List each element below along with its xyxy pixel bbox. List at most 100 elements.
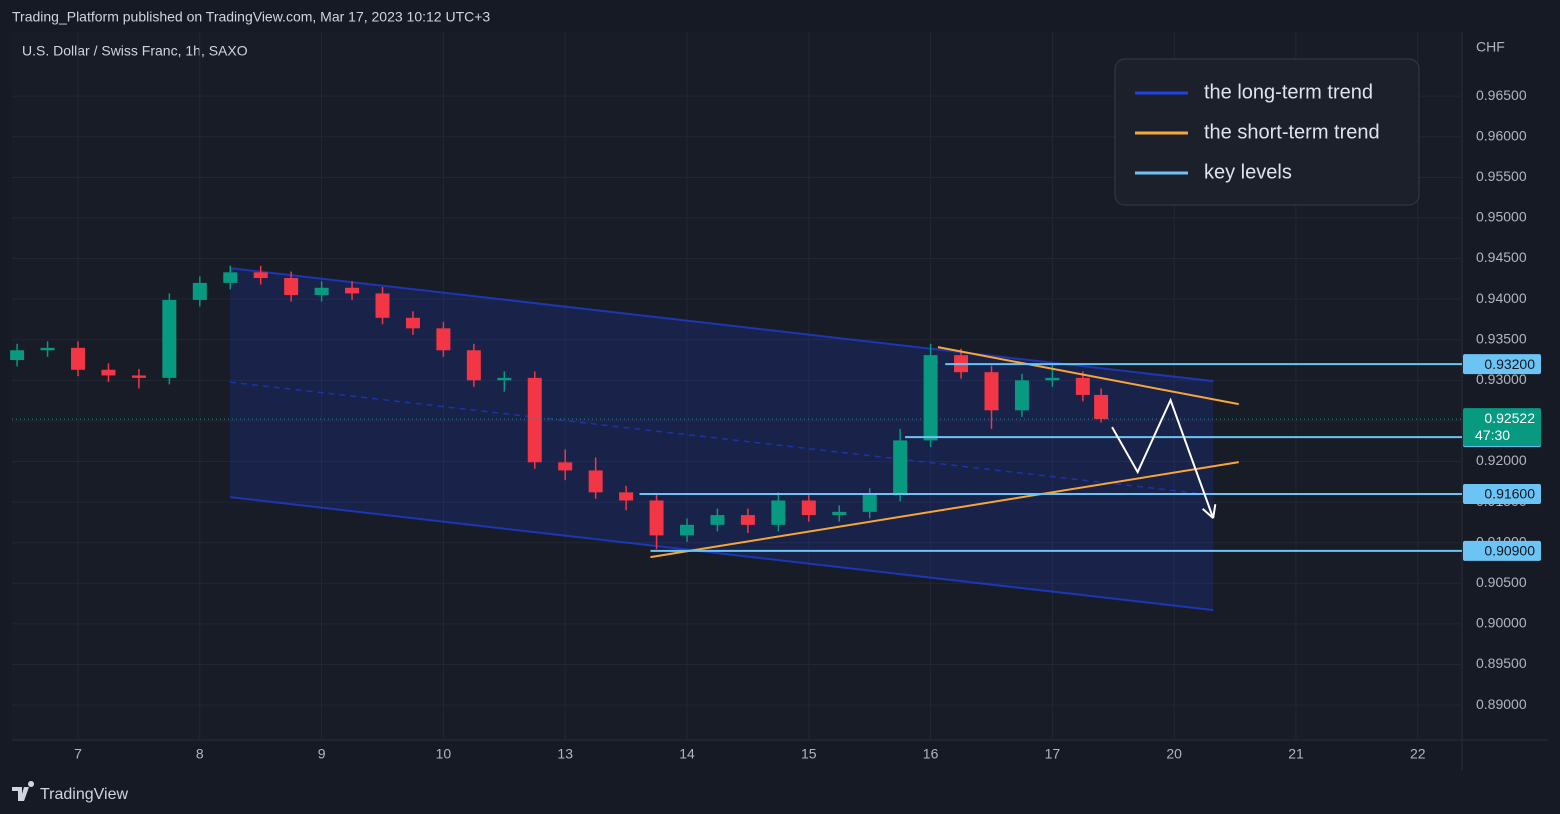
candle [1014,373,1029,417]
candle [1075,371,1090,402]
candle-body [862,494,877,512]
candle [314,281,329,302]
y-tick-label: 0.90000 [1476,615,1527,631]
y-tick-label: 0.94500 [1476,249,1527,265]
candle [40,341,55,357]
x-tick-label: 13 [557,746,573,762]
y-tick-label: 0.95500 [1476,168,1527,184]
publish-note: Trading_Platform published on TradingVie… [12,9,490,25]
key-level-label-box [1463,354,1541,375]
candle-body [253,272,268,279]
candle-body [10,350,25,361]
candle-body [466,350,481,381]
candle [1094,388,1109,423]
candle [893,429,908,502]
y-tick-label: 0.96500 [1476,87,1527,103]
y-tick-label: 0.94000 [1476,290,1527,306]
y-tick-label: 0.89500 [1476,655,1527,671]
candle [649,493,664,550]
candle-body [680,524,695,536]
y-tick-label: 0.92000 [1476,452,1527,468]
candle-body [558,462,573,471]
symbol-title: U.S. Dollar / Swiss Franc, 1h, SAXO [22,43,248,59]
channel-upper [229,267,1214,383]
legend-label: key levels [1204,161,1292,183]
candle-body [40,347,55,351]
candle-body [223,272,238,283]
candle-body [1045,377,1060,381]
axis-unit: CHF [1476,39,1505,55]
legend-box [1114,58,1420,206]
x-tick-label: 14 [679,746,695,762]
candle [10,343,25,367]
candle-body [497,377,512,381]
candle [345,281,360,300]
candle-body [984,372,999,411]
key-level-label: 0.91600 [1484,486,1535,502]
candle [710,508,725,532]
candle [923,343,938,447]
candle [162,293,177,385]
candle [680,518,695,542]
candle-body [101,369,116,376]
short-trend-upper [937,346,1239,406]
candle [740,508,755,533]
arrow-head [1212,504,1217,519]
candle-body [619,492,634,501]
candle-body [405,317,420,329]
candle-body [436,328,451,351]
candle-body [1094,394,1109,420]
last-price-label: 0.92522 [1484,410,1535,426]
candle-body [588,470,603,493]
candle [466,343,481,387]
x-tick-label: 8 [196,746,204,762]
candle [131,368,146,389]
candle-body [649,500,664,536]
x-tick-label: 21 [1288,746,1304,762]
candle-body [71,347,86,370]
x-tick-label: 7 [74,746,82,762]
candle [101,363,116,382]
brand-name: TradingView [40,786,128,803]
candle-body [131,375,146,378]
candle [436,321,451,357]
y-tick-label: 0.89000 [1476,696,1527,712]
x-tick-label: 16 [923,746,939,762]
candle [253,265,268,285]
x-tick-label: 10 [436,746,452,762]
candle-body [192,282,207,300]
candle-body [771,500,786,525]
candle-body [740,515,755,525]
brand: TradingView [12,781,128,803]
short-trend-lower [650,461,1239,559]
y-tick-label: 0.90500 [1476,574,1527,590]
countdown-label: 47:30 [1475,427,1510,443]
candle [832,505,847,522]
brand-logo [12,781,35,801]
channel-lower [229,496,1214,612]
key-level-label: 0.93200 [1484,356,1535,372]
y-tick-label: 0.96000 [1476,127,1527,143]
key-level-label: 0.90900 [1484,543,1535,559]
candle [375,286,390,325]
x-tick-label: 20 [1166,746,1182,762]
candle [71,341,86,377]
candle-body [1014,380,1029,411]
legend-label: the long-term trend [1204,81,1373,103]
candle-body [345,287,360,294]
candle [558,449,573,481]
last-price-box [1463,408,1541,447]
candle-body [314,287,329,296]
candle [405,311,420,335]
legend: the long-term trend the short-term trend k… [1114,58,1420,206]
candle-body [801,500,816,516]
key-level-label-box [1463,540,1541,561]
arrow-head [1202,508,1214,519]
candle [284,271,299,302]
x-tick-label: 9 [318,746,326,762]
candle [984,365,999,430]
y-tick-label: 0.93000 [1476,371,1527,387]
candle [619,485,634,511]
